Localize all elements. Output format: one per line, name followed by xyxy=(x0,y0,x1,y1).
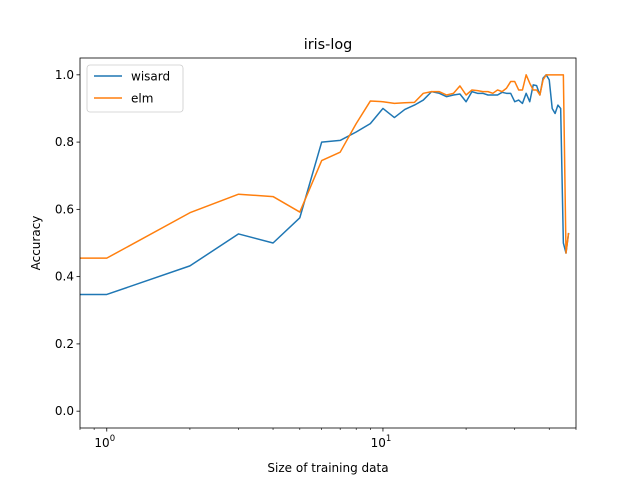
series-line-elm xyxy=(80,74,570,259)
y-axis-label: Accuracy xyxy=(29,216,43,271)
y-tick-label: 0.0 xyxy=(55,404,74,418)
y-tick-label: 0.2 xyxy=(55,337,74,351)
legend-label-wisard: wisard xyxy=(131,70,170,84)
legend-label-elm: elm xyxy=(131,92,153,106)
y-tick-label: 0.6 xyxy=(55,202,74,216)
x-axis-label: Size of training data xyxy=(267,461,388,475)
y-tick-label: 1.0 xyxy=(55,68,74,82)
legend: wisard elm xyxy=(86,64,184,113)
y-tick-label: 0.8 xyxy=(55,135,74,149)
plot-lines xyxy=(80,74,570,296)
plot-frame xyxy=(79,57,577,429)
series-line-wisard xyxy=(80,74,570,296)
y-tick-label: 0.4 xyxy=(55,270,74,284)
chart-title: iris-log xyxy=(304,37,353,53)
